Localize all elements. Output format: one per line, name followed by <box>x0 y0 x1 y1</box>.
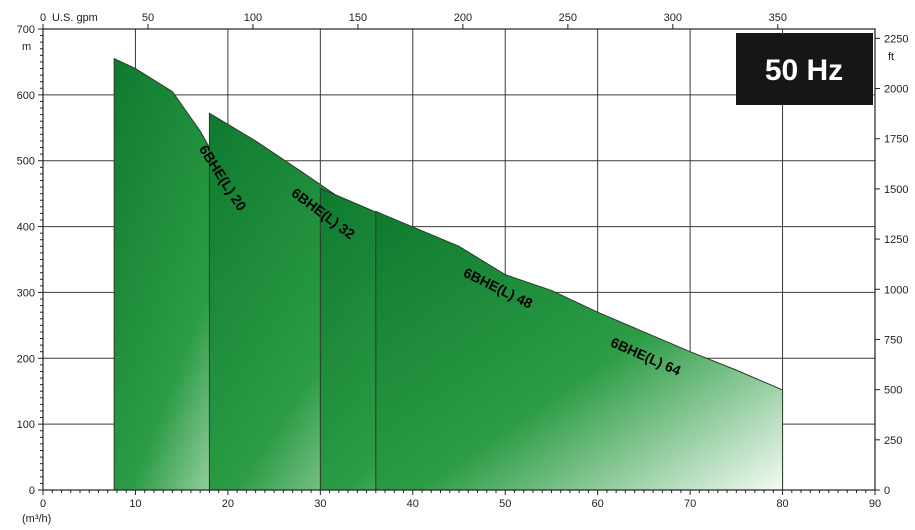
y-tick-label: 500 <box>17 156 35 168</box>
y-tick-label: 200 <box>17 353 35 365</box>
y-right-tick-label: 500 <box>884 385 902 397</box>
x-tick-label: 30 <box>314 498 326 510</box>
x-top-tick-label: 150 <box>349 12 367 24</box>
left-axis-unit: m <box>22 41 31 53</box>
x-tick-label: 60 <box>592 498 604 510</box>
y-tick-label: 300 <box>17 287 35 299</box>
x-top-tick-label: 300 <box>664 12 682 24</box>
x-tick-label: 50 <box>499 498 511 510</box>
y-right-tick-label: 750 <box>884 334 902 346</box>
series-area-4 <box>375 210 784 491</box>
y-tick-label: 700 <box>17 24 35 36</box>
y-right-tick-label: 2000 <box>884 84 908 96</box>
frequency-badge-text: 50 Hz <box>765 54 843 87</box>
y-right-tick-label: 1750 <box>884 134 908 146</box>
bottom-axis-unit: (m³/h) <box>22 513 51 525</box>
x-tick-label: 90 <box>869 498 881 510</box>
x-tick-label: 20 <box>222 498 234 510</box>
right-axis-unit: ft <box>888 51 894 63</box>
y-right-tick-label: 0 <box>884 485 890 497</box>
top-axis-unit: U.S. gpm <box>52 12 98 24</box>
x-tick-label: 10 <box>129 498 141 510</box>
y-tick-label: 400 <box>17 222 35 234</box>
tick-labels: 0 10 20 30 40 50 60 70 80 900 50 100 150 200 250 300 350… <box>17 12 909 510</box>
x-tick-label: 0 <box>40 498 46 510</box>
y-tick-label: 100 <box>17 419 35 431</box>
frequency-badge: 50 Hz <box>736 33 873 105</box>
y-right-tick-label: 1250 <box>884 234 908 246</box>
x-tick-label: 70 <box>684 498 696 510</box>
x-tick-label: 80 <box>776 498 788 510</box>
x-top-tick-label: 250 <box>559 12 577 24</box>
axes-frame <box>38 24 880 495</box>
x-top-tick-label: 100 <box>244 12 262 24</box>
x-top-tick-label: 350 <box>769 12 787 24</box>
y-right-tick-label: 2250 <box>884 33 908 45</box>
x-top-tick-label: 50 <box>142 12 154 24</box>
y-right-tick-label: 250 <box>884 435 902 447</box>
x-top-tick-label: 200 <box>454 12 472 24</box>
y-right-tick-label: 1000 <box>884 284 908 296</box>
y-right-tick-label: 1500 <box>884 184 908 196</box>
x-top-tick-label: 0 <box>40 12 46 24</box>
curve-areas <box>113 57 784 491</box>
y-tick-label: 0 <box>29 485 35 497</box>
x-tick-label: 40 <box>407 498 419 510</box>
y-tick-label: 600 <box>17 90 35 102</box>
